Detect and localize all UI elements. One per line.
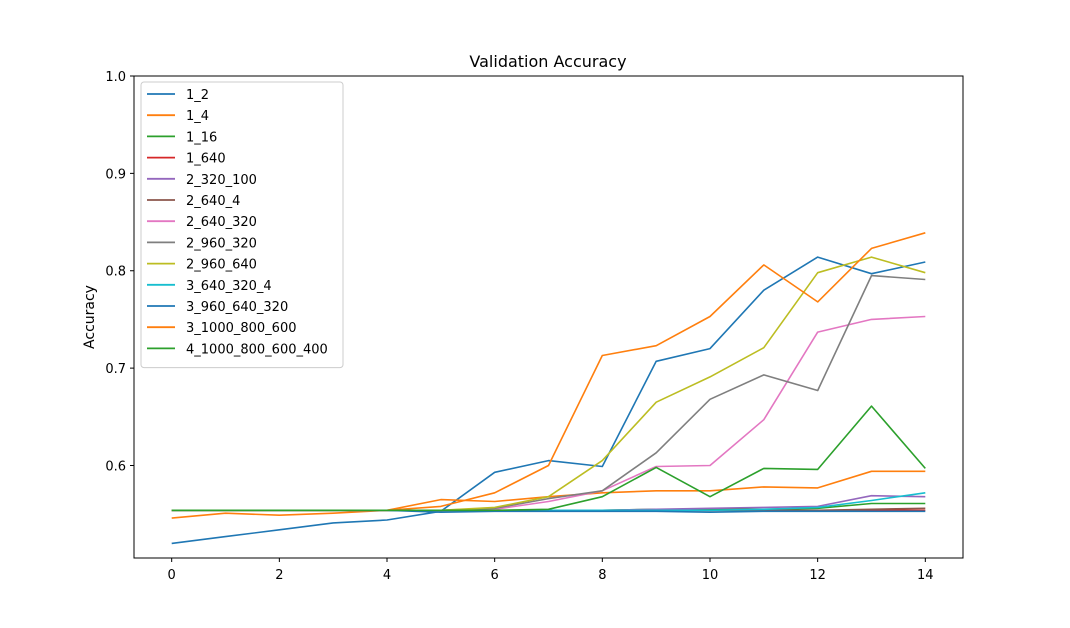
legend-label-8: 2_960_640 [186, 258, 257, 273]
x-tick-label: 14 [917, 568, 934, 583]
x-tick-label: 12 [809, 568, 826, 583]
y-tick-label: 0.7 [105, 362, 126, 377]
legend-label-3: 1_640 [186, 152, 226, 167]
legend-label-0: 1_2 [186, 88, 209, 103]
legend-label-4: 2_320_100 [186, 173, 257, 188]
y-tick-label: 0.6 [105, 459, 126, 474]
legend: 1_2 1_4 1_16 1_640 2_320_100 2_640_4 2_640_320… [140, 81, 344, 369]
plot-lines [171, 232, 926, 545]
legend-label-6: 2_640_320 [186, 215, 257, 230]
legend-label-10: 3_960_640_320 [186, 300, 288, 315]
series-line-0 [171, 256, 926, 545]
legend-label-5: 2_640_4 [186, 194, 240, 209]
x-tick-label: 2 [275, 568, 283, 583]
legend-label-12: 4_1000_800_600_400 [186, 342, 328, 357]
y-tick-label: 1.0 [105, 70, 126, 85]
legend-label-7: 2_960_320 [186, 236, 257, 251]
plot-frame [133, 75, 964, 559]
y-axis-label: Accuracy [82, 285, 98, 349]
y-tick-label: 0.8 [105, 265, 126, 280]
legend-box [140, 81, 344, 369]
y-tick-label: 0.9 [105, 167, 126, 182]
legend-label-11: 3_1000_800_600 [186, 321, 296, 336]
axes: 0 2 4 6 8 10 12 14 0.6 0.7 0.8 0.9 1.0 [105, 70, 964, 583]
legend-label-1: 1_4 [186, 109, 209, 124]
x-tick-label: 4 [383, 568, 391, 583]
x-tick-label: 10 [702, 568, 719, 583]
chart-title: Validation Accuracy [469, 52, 626, 71]
x-tick-label: 8 [598, 568, 606, 583]
legend-label-2: 1_16 [186, 130, 217, 145]
series-line-12 [171, 405, 926, 512]
legend-label-9: 3_640_320_4 [186, 279, 272, 294]
x-tick-label: 6 [491, 568, 499, 583]
x-tick-label: 0 [168, 568, 176, 583]
